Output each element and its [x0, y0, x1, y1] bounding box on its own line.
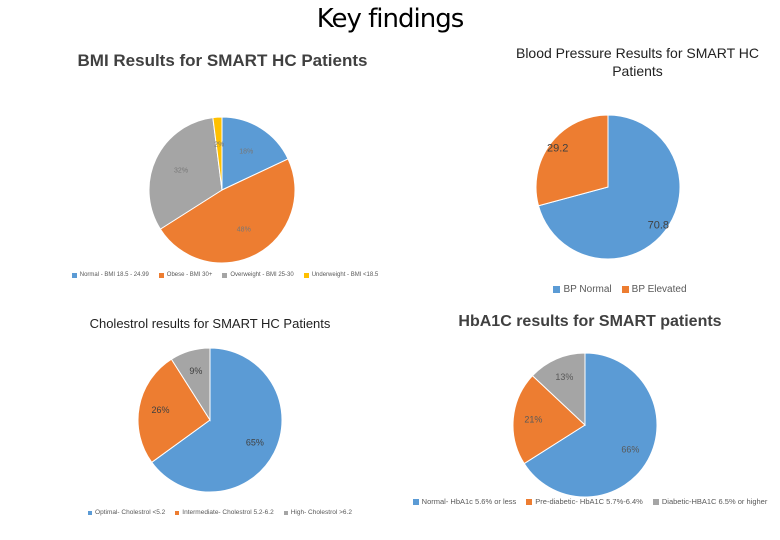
legend-label: Diabetic-HBA1C 6.5% or higher [661, 497, 768, 506]
pie-slice [531, 352, 586, 427]
legend-swatch [88, 510, 93, 515]
legend: BP Normal BP Elevated [530, 284, 710, 295]
legend-item: Obese - BMI 30+ [158, 272, 213, 278]
data-label: 32% [174, 168, 188, 175]
data-label: 18% [239, 149, 253, 156]
slide-title: Key findings [316, 4, 465, 34]
legend: Normal - BMI 18.5 - 24.99 Obese - BMI 30+… [65, 272, 385, 278]
legend-label: Pre-diabetic- HbA1C 5.7%-6.4% [535, 497, 643, 506]
pie-slice [512, 375, 586, 465]
legend-label: BP Elevated [631, 284, 687, 295]
legend-item: BP Elevated [621, 284, 687, 295]
legend-label: Normal- HbA1c 5.6% or less [421, 497, 517, 506]
legend-item: Diabetic-HBA1C 6.5% or higher [652, 497, 768, 506]
legend-item: Underweight - BMI <18.5 [303, 272, 379, 278]
legend-swatch [553, 286, 561, 293]
legend-item: Pre-diabetic- HbA1C 5.7%-6.4% [526, 497, 643, 506]
data-label: 26% [151, 405, 169, 415]
data-label: 66% [621, 444, 639, 454]
chart-title: Blood Pressure Results for SMART HC Pati… [515, 45, 759, 80]
legend-item: Optimal- Cholestrol <5.2 [88, 509, 165, 516]
legend-item: BP Normal [553, 284, 612, 295]
data-label: 21% [524, 414, 542, 424]
data-label: 65% [246, 437, 264, 447]
legend-swatch [652, 498, 659, 505]
pie-slice [137, 358, 211, 464]
pie-slice [212, 116, 223, 191]
chart-title: BMI Results for SMART HC Patients [77, 51, 368, 70]
pie-slice [535, 114, 609, 207]
legend-label: Optimal- Cholestrol <5.2 [95, 509, 166, 516]
legend-label: Intermediate- Cholestrol 5.2-6.2 [182, 509, 274, 516]
legend-swatch [222, 272, 228, 278]
pie-slice [170, 347, 211, 422]
data-label: 2% [214, 142, 224, 149]
legend-swatch [71, 272, 77, 278]
legend-swatch [621, 286, 629, 293]
legend-swatch [175, 510, 180, 515]
legend-item: Overweight - BMI 25-30 [222, 272, 294, 278]
pie-slice [148, 117, 223, 230]
legend-label: High- Cholestrol >6.2 [290, 509, 352, 516]
pie-slice [523, 352, 658, 498]
pie-slice [537, 114, 681, 260]
legend-item: Normal- HbA1c 5.6% or less [412, 497, 517, 506]
legend: Normal- HbA1c 5.6% or less Pre-diabetic- … [400, 497, 780, 506]
legend-item: Normal - BMI 18.5 - 24.99 [71, 272, 149, 278]
legend: Optimal- Cholestrol <5.2 Intermediate- Ch… [40, 509, 400, 516]
data-label: 13% [555, 372, 573, 382]
legend-label: Overweight - BMI 25-30 [230, 272, 294, 278]
legend-label: Normal - BMI 18.5 - 24.99 [79, 272, 149, 278]
legend-swatch [283, 510, 288, 515]
legend-label: BP Normal [563, 284, 612, 295]
pie-slice [151, 347, 283, 493]
legend-swatch [412, 498, 419, 505]
legend-item: High- Cholestrol >6.2 [283, 509, 352, 516]
legend-label: Underweight - BMI <18.5 [311, 272, 379, 278]
legend-swatch [303, 272, 309, 278]
legend-label: Obese - BMI 30+ [166, 272, 213, 278]
pie-slice [221, 116, 289, 191]
chart-title: Cholestrol results for SMART HC Patients [89, 316, 331, 331]
pie-slice [159, 158, 296, 264]
data-label: 70.8 [648, 219, 669, 231]
chart-title: HbA1C results for SMART patients [458, 313, 722, 330]
legend-swatch [158, 272, 164, 278]
data-label: 9% [189, 366, 202, 376]
data-label: 48% [237, 227, 251, 234]
legend-swatch [526, 498, 533, 505]
legend-item: Intermediate- Cholestrol 5.2-6.2 [175, 509, 274, 516]
data-label: 29.2 [547, 142, 568, 154]
